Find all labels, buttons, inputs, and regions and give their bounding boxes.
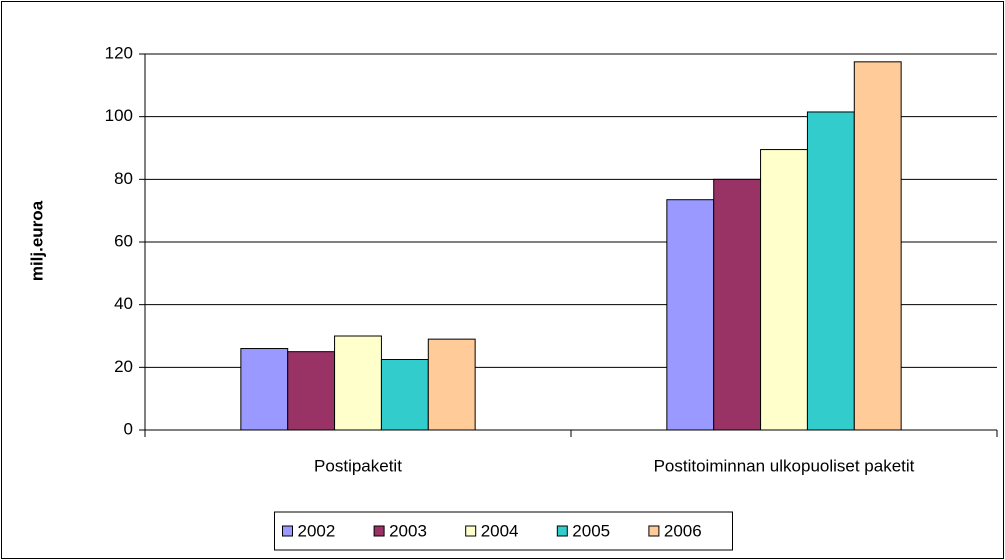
legend-swatch bbox=[648, 525, 660, 537]
y-tick-label: 0 bbox=[124, 419, 133, 438]
legend-swatch bbox=[556, 525, 568, 537]
bar bbox=[334, 335, 382, 431]
bar bbox=[806, 111, 855, 431]
y-tick-label: 20 bbox=[114, 357, 133, 376]
bar bbox=[713, 178, 762, 431]
y-tick-label: 80 bbox=[114, 169, 133, 188]
y-tick-label: 100 bbox=[105, 106, 133, 125]
y-tick-label: 120 bbox=[105, 43, 133, 62]
bar bbox=[240, 348, 289, 431]
legend-label: 2003 bbox=[389, 521, 427, 540]
x-tick-label: Postitoiminnan ulkopuoliset paketit bbox=[654, 456, 915, 475]
legend-swatch bbox=[373, 525, 385, 537]
y-axis-label: milj.euroa bbox=[27, 200, 46, 281]
legend-label: 2006 bbox=[664, 521, 702, 540]
bar bbox=[853, 61, 902, 431]
legend-swatch bbox=[465, 525, 477, 537]
bar bbox=[287, 351, 336, 431]
bar bbox=[380, 359, 429, 431]
y-tick-label: 40 bbox=[114, 294, 133, 313]
x-tick-label: Postipaketit bbox=[314, 456, 402, 475]
legend-label: 2004 bbox=[481, 521, 519, 540]
legend-label: 2005 bbox=[572, 521, 610, 540]
bar bbox=[760, 149, 808, 431]
bar bbox=[666, 199, 715, 431]
legend-swatch bbox=[282, 525, 293, 537]
legend-label: 2002 bbox=[298, 521, 336, 540]
y-tick-label: 60 bbox=[114, 231, 133, 250]
bar bbox=[427, 338, 476, 431]
